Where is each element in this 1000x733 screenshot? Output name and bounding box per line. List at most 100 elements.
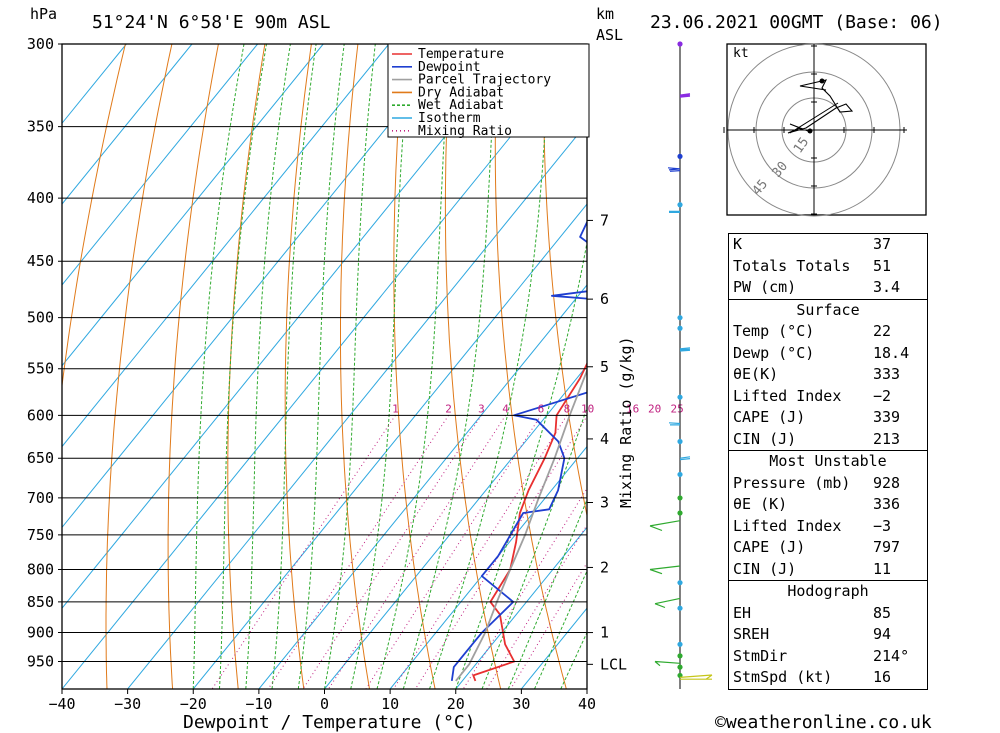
- k-index-label: K: [733, 235, 743, 253]
- temperature-tick-label: −20: [180, 695, 207, 713]
- pressure-tick-label: 800: [27, 560, 54, 578]
- mu-cin-value: 11: [873, 559, 892, 578]
- mixing-ratio-label: 20: [648, 402, 661, 415]
- mixing-ratio-label: 25: [670, 402, 683, 415]
- wet-adiabat-line: [350, 44, 411, 689]
- mixing-ratio-label: 8: [564, 402, 571, 415]
- wind-level-dot: [677, 641, 683, 647]
- isotherm-line: [62, 44, 324, 367]
- most-unstable-header: Most Unstable: [729, 450, 927, 473]
- surface-temp-label: Temp (°C): [733, 322, 815, 340]
- surface-cin-value: 213: [873, 429, 901, 448]
- dewpoint-line: [450, 220, 587, 682]
- wet-adiabat-line: [507, 498, 587, 689]
- wind-barb: [679, 347, 691, 352]
- wind-level-dot: [677, 315, 683, 321]
- legend-label: Dewpoint: [418, 60, 481, 75]
- surface-theta-label: θE(K): [733, 365, 779, 383]
- storm-motion-vector: [789, 102, 839, 134]
- wind-level-dot: [677, 394, 683, 400]
- hpa-unit-label: hPa: [30, 5, 57, 23]
- km-tick-label: 3: [600, 493, 609, 511]
- pw-label: PW (cm): [733, 278, 797, 296]
- dry-adiabat-line: [62, 44, 126, 390]
- hodograph-surface-point: [807, 128, 813, 134]
- pressure-tick-label: 350: [27, 118, 54, 136]
- pressure-tick-label: 950: [27, 653, 54, 671]
- wet-adiabat-line: [534, 569, 587, 689]
- mixing-ratio-line: [393, 415, 568, 689]
- wind-level-dot: [677, 605, 683, 611]
- wind-level-dot: [677, 41, 683, 47]
- pressure-tick-label: 850: [27, 593, 54, 611]
- mixing-ratio-line: [211, 415, 396, 689]
- wind-level-dot: [677, 510, 683, 516]
- eh-value: 85: [873, 603, 892, 622]
- surface-cape-value: 339: [873, 408, 901, 426]
- stmdir-label: StmDir: [733, 646, 788, 665]
- surface-cape-label: CAPE (J): [733, 408, 806, 426]
- stmspd-value: 16: [873, 668, 892, 686]
- wet-adiabat-line: [455, 239, 587, 689]
- km-tick-label: 1: [600, 624, 609, 642]
- parcel-trajectory-line: [455, 368, 587, 682]
- dry-adiabat-line: [916, 44, 1000, 689]
- wind-level-dot: [677, 471, 683, 478]
- pw-value: 3.4: [873, 278, 901, 296]
- temperature-tick-label: −30: [114, 695, 141, 713]
- wind-level-dot: [677, 653, 683, 659]
- mu-theta-label: θE (K): [733, 495, 788, 513]
- wind-barb: [649, 565, 681, 575]
- mixing-ratio-label: 3: [478, 402, 485, 415]
- km-tick-label: 2: [600, 558, 609, 576]
- temperature-tick-label: 0: [320, 695, 329, 713]
- pressure-tick-label: 900: [27, 624, 54, 642]
- isotherm-line: [62, 44, 455, 529]
- pressure-tick-label: 700: [27, 489, 54, 507]
- surface-dewp-label: Dewp (°C): [733, 343, 815, 362]
- sreh-label: SREH: [733, 625, 770, 643]
- surface-dewp-value: 18.4: [873, 343, 910, 362]
- hodograph-unit: kt: [733, 46, 749, 61]
- asl-unit-label: ASL: [596, 26, 623, 44]
- mixing-ratio-label: 4: [502, 402, 509, 415]
- km-tick-label: 5: [600, 358, 609, 376]
- wind-level-dot: [677, 325, 683, 331]
- mu-li-label: Lifted Index: [733, 516, 842, 535]
- km-tick-label: 6: [600, 290, 609, 308]
- isotherm-line: [62, 44, 390, 448]
- sreh-value: 94: [873, 625, 892, 643]
- isotherm-line: [62, 44, 193, 205]
- wind-profile: [649, 41, 713, 689]
- totals-totals-label: Totals Totals: [733, 256, 851, 275]
- pressure-tick-label: 300: [27, 35, 54, 53]
- wind-level-dot: [677, 438, 683, 445]
- stmdir-value: 214°: [873, 646, 910, 665]
- temperature-tick-label: 40: [578, 695, 596, 713]
- km-tick-label: 4: [600, 430, 609, 448]
- wind-level-dot: [677, 202, 683, 208]
- temperature-tick-label: 10: [381, 695, 399, 713]
- pressure-tick-label: 400: [27, 189, 54, 207]
- x-axis-label: Dewpoint / Temperature (°C): [183, 712, 476, 733]
- pressure-tick-label: 450: [27, 252, 54, 270]
- mixing-ratio-label: 10: [581, 402, 594, 415]
- legend-label: Wet Adiabat: [418, 98, 504, 113]
- isotherm-line: [455, 526, 587, 689]
- legend-label: Dry Adiabat: [418, 85, 504, 100]
- isotherm-line: [62, 44, 259, 286]
- surface-li-label: Lifted Index: [733, 386, 842, 405]
- mixing-ratio-label: 6: [538, 402, 545, 415]
- wind-barb: [679, 456, 691, 461]
- isotherm-line: [389, 445, 587, 689]
- pressure-tick-label: 550: [27, 360, 54, 378]
- wind-level-dot: [677, 664, 683, 670]
- wind-barb: [679, 674, 713, 680]
- datetime-title: 23.06.2021 00GMT (Base: 06): [650, 12, 943, 33]
- wind-barb: [654, 597, 681, 609]
- temperature-line: [472, 361, 587, 682]
- surface-header: Surface: [729, 298, 927, 322]
- location-title: 51°24'N 6°58'E 90m ASL: [92, 12, 331, 33]
- hodograph-trace: [787, 79, 854, 134]
